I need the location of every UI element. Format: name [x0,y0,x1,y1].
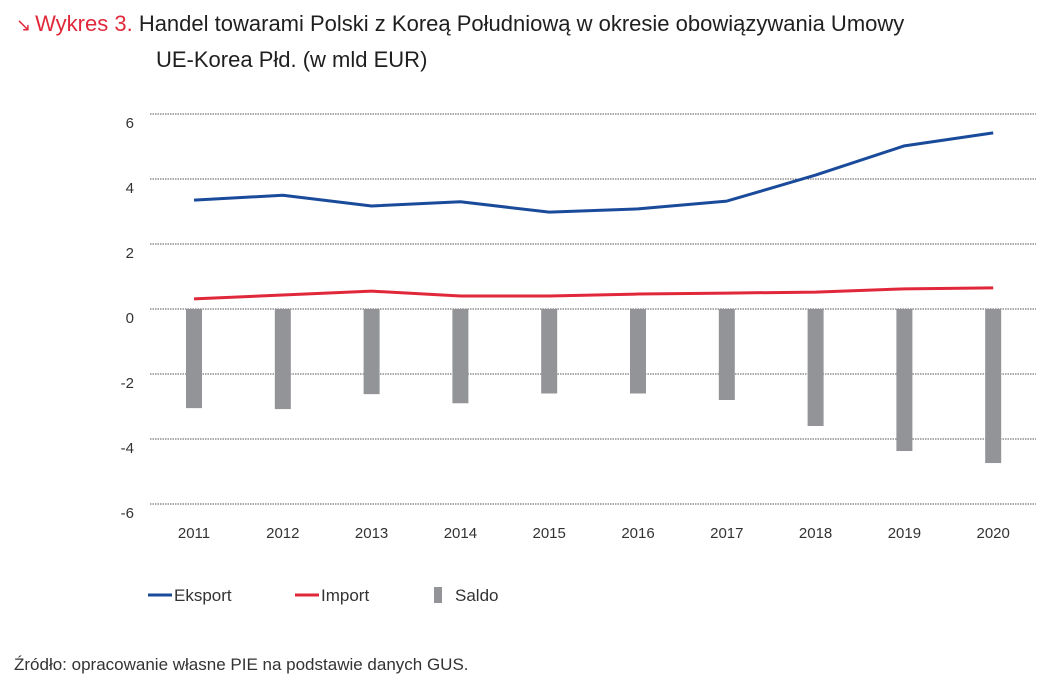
series-lines [193,131,994,301]
y-tick-label: -2 [121,375,134,392]
y-tick-label: -4 [121,440,134,457]
saldo-bar-2016 [630,309,646,394]
x-tick-label: 2015 [533,525,566,542]
saldo-bar-2018 [807,309,824,426]
x-tick-label: 2020 [977,525,1010,542]
y-tick-label: 4 [126,180,134,197]
x-tick-label: 2012 [266,525,299,542]
saldo-bar-2011 [186,309,202,409]
gridlines [150,113,1036,505]
legend-saldo-label: Saldo [455,586,498,605]
legend-eksport-label: Eksport [174,586,232,605]
legend-saldo-swatch [434,587,442,603]
saldo-bar-2013 [363,309,380,395]
figure-label: Wykres 3. [35,11,133,36]
legend-import-label: Import [321,586,369,605]
saldo-bars [186,309,1002,464]
y-tick-label: 6 [126,115,134,132]
saldo-bar-2015 [541,309,558,394]
y-tick-label: 0 [126,310,134,327]
y-tick-label: 2 [126,245,134,262]
x-tick-label: 2016 [621,525,654,542]
x-tick-label: 2019 [888,525,921,542]
y-axis-ticks: 6 4 2 0 -2 -4 -6 [121,115,134,522]
saldo-bar-2017 [718,309,735,400]
x-tick-label: 2014 [444,525,477,542]
x-tick-label: 2018 [799,525,832,542]
title-line-2: UE-Korea Płd. (w mld EUR) [156,47,428,72]
y-tick-label: -6 [121,505,134,522]
x-tick-label: 2011 [178,525,210,542]
saldo-bar-2020 [985,309,1002,464]
eksport-line [193,131,994,214]
import-line [193,286,994,301]
chart-title: ↘ Wykres 3. Handel towarami Polski z Kore… [16,6,905,72]
arrow-down-right-icon: ↘ [16,15,32,35]
title-line-1: Handel towarami Polski z Koreą Południow… [138,11,905,36]
saldo-bar-2019 [896,309,913,452]
x-tick-label: 2013 [355,525,388,542]
saldo-bar-2012 [274,309,291,410]
legend: Eksport Import Saldo [148,586,498,605]
x-axis-ticks: 2011 2012 2013 2014 2015 2016 2017 2018 2019 2020 [178,525,1010,542]
x-tick-label: 2017 [710,525,743,542]
source-note: Źródło: opracowanie własne PIE na podsta… [14,655,469,674]
saldo-bar-2014 [452,309,469,404]
